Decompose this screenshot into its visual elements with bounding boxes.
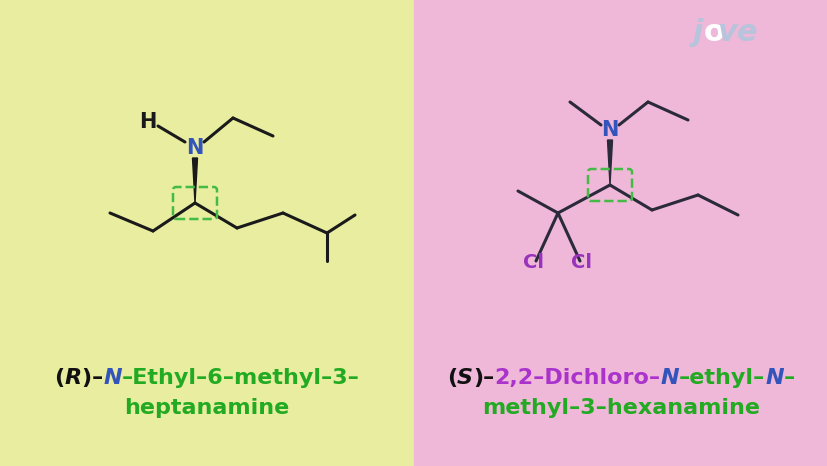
Text: Cl: Cl: [571, 254, 592, 273]
Text: R: R: [65, 368, 82, 388]
Text: 2,2–Dichloro–: 2,2–Dichloro–: [494, 368, 660, 388]
Polygon shape: [192, 158, 198, 203]
Text: ): ): [82, 368, 92, 388]
Text: –: –: [92, 368, 103, 388]
Text: heptanamine: heptanamine: [124, 398, 289, 418]
Bar: [0, 0, 414, 466]
Text: (: (: [55, 368, 65, 388]
Text: N: N: [186, 138, 203, 158]
Text: N: N: [600, 120, 618, 140]
Bar: [414, 0, 827, 466]
Polygon shape: [607, 140, 612, 185]
Text: Cl: Cl: [523, 254, 544, 273]
Text: (: (: [447, 368, 457, 388]
Text: –ethyl–: –ethyl–: [678, 368, 764, 388]
Text: N: N: [103, 368, 122, 388]
Text: N: N: [764, 368, 783, 388]
Text: S: S: [457, 368, 472, 388]
Text: –: –: [783, 368, 794, 388]
Text: N: N: [660, 368, 678, 388]
Text: o: o: [703, 18, 724, 47]
Text: –: –: [482, 368, 494, 388]
Text: methyl–3–hexanamine: methyl–3–hexanamine: [481, 398, 759, 418]
Text: ve: ve: [716, 18, 757, 47]
Text: j: j: [692, 18, 703, 47]
Text: ): ): [472, 368, 482, 388]
Text: H: H: [139, 112, 156, 132]
Text: –Ethyl–6–methyl–3–: –Ethyl–6–methyl–3–: [122, 368, 359, 388]
